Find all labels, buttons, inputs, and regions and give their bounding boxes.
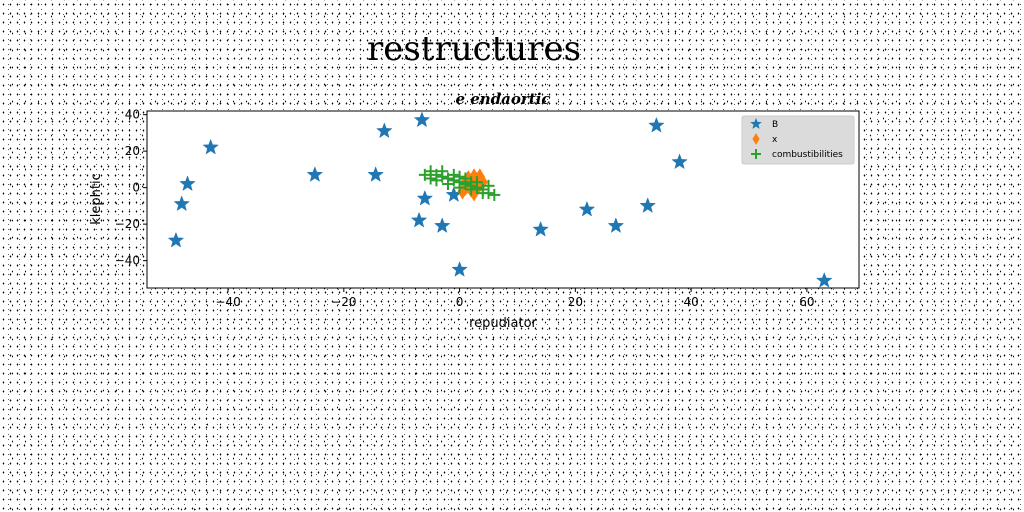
legend-marker xyxy=(752,133,760,145)
axes-frame xyxy=(146,110,860,289)
chart-title: e endaortic xyxy=(455,90,550,108)
x-tick-label: 60 xyxy=(799,295,814,309)
y-tick-label: −40 xyxy=(115,254,140,268)
y-tick-label: 20 xyxy=(125,144,140,158)
data-point xyxy=(442,177,455,190)
legend-box xyxy=(741,115,855,165)
legend-label: B xyxy=(772,120,778,130)
data-point xyxy=(167,231,185,248)
data-point xyxy=(453,170,466,183)
data-point xyxy=(453,181,466,194)
data-point xyxy=(418,168,431,181)
data-point xyxy=(482,179,495,192)
x-axis-ticks: −40 −20 0 20 40 60 xyxy=(215,288,815,309)
data-point xyxy=(465,176,478,189)
data-point xyxy=(447,168,460,181)
data-point xyxy=(476,187,489,200)
x-tick-label: 40 xyxy=(683,295,698,309)
data-point xyxy=(671,153,688,170)
data-point xyxy=(488,188,501,201)
data-point xyxy=(433,217,451,234)
legend-marker xyxy=(750,117,762,130)
legend-label: x xyxy=(772,135,778,145)
data-point xyxy=(367,166,384,182)
data-point xyxy=(578,200,596,217)
data-point xyxy=(451,261,468,277)
legend: Bx combustibilities xyxy=(741,115,855,165)
data-point xyxy=(436,165,449,178)
data-point xyxy=(648,116,665,133)
x-tick-label: 0 xyxy=(456,295,464,309)
data-point xyxy=(202,138,219,155)
series-combustibilities xyxy=(418,165,501,201)
chart-suptitle: restructures xyxy=(367,29,581,69)
y-axis-ticks: −40 −20 0 20 40 xyxy=(115,108,147,268)
x-tick-label: 20 xyxy=(568,295,583,309)
data-point xyxy=(532,220,549,237)
legend-label: combustibilities xyxy=(772,150,843,160)
series-layer xyxy=(167,111,833,288)
data-point xyxy=(607,217,625,234)
data-point xyxy=(413,111,431,128)
x-tick-label: −40 xyxy=(215,295,240,309)
y-axis-label: klephtic xyxy=(89,173,104,225)
data-point xyxy=(410,211,428,228)
data-point xyxy=(306,166,324,182)
data-point xyxy=(815,271,833,288)
legend-marker xyxy=(751,149,761,159)
y-tick-label: 0 xyxy=(132,181,140,195)
data-point xyxy=(639,197,656,213)
series-b xyxy=(167,111,833,288)
y-tick-label: 40 xyxy=(125,108,140,122)
data-point xyxy=(416,189,434,206)
y-tick-label: −20 xyxy=(115,217,140,231)
data-point xyxy=(430,174,443,187)
legend-entries: Bx combustibilities xyxy=(750,117,843,160)
x-axis-label: repudiator xyxy=(469,316,537,331)
data-point xyxy=(173,195,191,212)
plot-area xyxy=(146,110,860,289)
data-point xyxy=(179,175,196,192)
data-point xyxy=(376,122,393,139)
x-tick-label: −20 xyxy=(331,295,356,309)
